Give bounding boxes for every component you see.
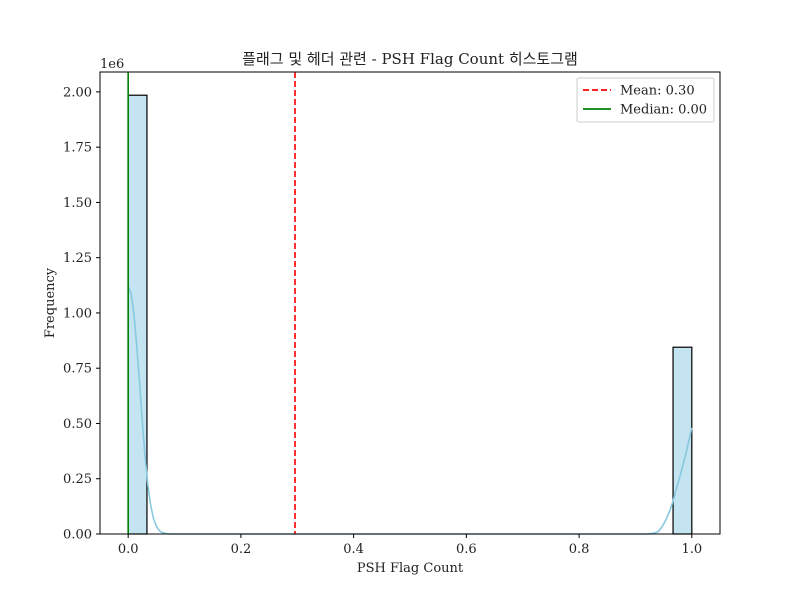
y-tick-label: 0.25 xyxy=(63,472,92,487)
legend-label-median: Median: 0.00 xyxy=(620,103,707,118)
y-tick-label: 1.75 xyxy=(63,141,92,156)
chart-title: 플래그 및 헤더 관련 - PSH Flag Count 히스토그램 xyxy=(242,50,578,68)
histogram-bar-0 xyxy=(127,94,148,535)
x-tick-label: 0.2 xyxy=(231,542,252,557)
y-tick-label: 2.00 xyxy=(63,85,92,100)
x-axis-title: PSH Flag Count xyxy=(357,561,464,576)
y-offset-label: 1e6 xyxy=(100,57,124,72)
axes-frame xyxy=(99,71,721,535)
legend-label-mean: Mean: 0.30 xyxy=(620,84,695,99)
x-tick-label: 0.4 xyxy=(343,542,364,557)
y-tick-label: 1.25 xyxy=(63,251,92,266)
y-tick-label: 0.50 xyxy=(63,417,92,432)
y-tick-label: 0.00 xyxy=(63,528,92,543)
y-tick-label: 0.75 xyxy=(63,362,92,377)
x-tick-label: 0.6 xyxy=(456,542,477,557)
x-tick-label: 0.0 xyxy=(118,542,139,557)
kde-curve-1 xyxy=(646,427,693,535)
x-tick-label: 0.8 xyxy=(569,542,590,557)
y-axis-title: Frequency xyxy=(43,267,58,338)
axes: 0.0 0.2 0.4 0.6 0.8 1.0 0.00 0.25 0.50 0.75 1.00 1.… xyxy=(63,71,721,557)
x-tick-label: 1.0 xyxy=(681,542,702,557)
y-tick-label: 1.00 xyxy=(63,306,92,321)
kde-curve-0 xyxy=(127,286,174,535)
legend-box xyxy=(576,77,715,123)
y-tick-label: 1.50 xyxy=(63,196,92,211)
legend: Mean: 0.30 Median: 0.00 xyxy=(576,77,715,123)
